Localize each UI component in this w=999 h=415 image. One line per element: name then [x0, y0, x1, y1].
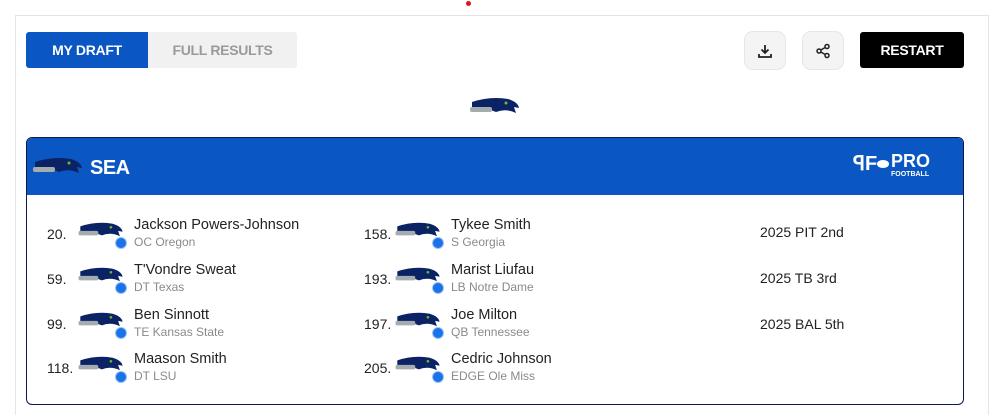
pick-row: 205. Cedric Johnson EDGE Ole Miss — [364, 348, 664, 384]
player-name: Maason Smith — [134, 351, 227, 367]
trade-icon — [432, 237, 444, 249]
player-name: Ben Sinnott — [134, 307, 209, 323]
team-header: SEA ꟼF PRO FOOTBALL — [27, 138, 963, 195]
pick-number: 193. — [364, 271, 392, 287]
pick-number: 99. — [47, 316, 67, 332]
seahawks-logo — [395, 266, 441, 289]
seahawks-logo — [395, 221, 441, 244]
trade-icon — [115, 282, 127, 294]
seahawks-logo — [470, 98, 519, 113]
pick-number: 197. — [364, 316, 392, 332]
pick-row: 118. Maason Smith DT LSU — [47, 348, 347, 384]
trade-icon — [432, 327, 444, 339]
notification-dot — [466, 1, 471, 6]
svg-text:ꟼF: ꟼF — [853, 153, 877, 175]
pick-row: 197. Joe Milton QB Tennessee — [364, 304, 664, 340]
seahawks-logo — [395, 311, 441, 334]
trade-icon — [432, 371, 444, 383]
pick-row: 59. T'Vondre Sweat DT Texas — [47, 259, 347, 295]
pick-number: 205. — [364, 360, 392, 376]
player-name: Cedric Johnson — [451, 351, 552, 367]
share-button[interactable] — [802, 31, 844, 70]
trade-icon — [432, 282, 444, 294]
pick-row: 158. Tykee Smith S Georgia — [364, 214, 664, 250]
seahawks-logo — [78, 355, 124, 378]
trade-icon — [115, 237, 127, 249]
future-pick: 2025 PIT 2nd — [760, 224, 844, 240]
pro-football-network-logo: ꟼF PRO FOOTBALL — [853, 151, 930, 178]
player-name: Jackson Powers-Johnson — [134, 217, 300, 233]
seahawks-logo — [78, 266, 124, 289]
player-name: Joe Milton — [451, 307, 518, 323]
seahawks-logo — [78, 221, 124, 244]
player-position-school: QB Tennessee — [451, 325, 530, 339]
pick-number: 118. — [47, 360, 74, 376]
future-pick: 2025 BAL 5th — [760, 316, 845, 332]
pick-row: 193. Marist Liufau LB Notre Dame — [364, 259, 664, 295]
team-draft-card: SEA ꟼF PRO FOOTBALL — [26, 137, 964, 405]
pick-number: 158. — [364, 226, 392, 242]
player-position-school: OC Oregon — [134, 235, 196, 249]
svg-text:FOOTBALL: FOOTBALL — [891, 171, 930, 178]
trade-icon — [115, 371, 127, 383]
share-icon — [816, 43, 830, 58]
future-pick: 2025 TB 3rd — [760, 270, 837, 286]
player-position-school: S Georgia — [451, 235, 506, 249]
seahawks-logo — [33, 158, 82, 173]
download-button[interactable] — [744, 31, 786, 70]
player-position-school: EDGE Ole Miss — [451, 369, 536, 383]
download-icon — [758, 44, 772, 58]
pick-number: 59. — [47, 271, 67, 287]
seahawks-logo — [78, 311, 124, 334]
svg-text:PRO: PRO — [891, 151, 930, 171]
pick-row: 99. Ben Sinnott TE Kansas State — [47, 304, 347, 340]
player-name: T'Vondre Sweat — [134, 262, 236, 278]
pick-number: 20. — [47, 226, 67, 242]
page-frame — [15, 15, 989, 415]
restart-button[interactable]: RESTART — [860, 32, 964, 68]
player-position-school: DT Texas — [134, 280, 185, 294]
player-position-school: LB Notre Dame — [451, 280, 534, 294]
seahawks-logo — [395, 355, 441, 378]
player-name: Marist Liufau — [451, 262, 535, 278]
tab-my-draft[interactable]: MY DRAFT — [26, 32, 148, 68]
player-position-school: DT LSU — [134, 369, 177, 383]
tab-full-results[interactable]: FULL RESULTS — [148, 32, 297, 68]
trade-icon — [115, 327, 127, 339]
player-position-school: TE Kansas State — [134, 325, 225, 339]
pick-row: 20. Jackson Powers-Johnson OC Oregon — [47, 214, 347, 250]
team-abbr: SEA — [90, 157, 130, 179]
player-name: Tykee Smith — [451, 217, 531, 233]
tab-bar: MY DRAFT FULL RESULTS — [26, 32, 297, 68]
